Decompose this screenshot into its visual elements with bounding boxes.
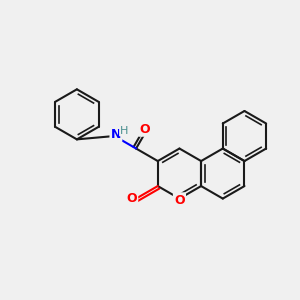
Text: O: O [126, 192, 137, 205]
Text: O: O [139, 122, 150, 136]
Text: N: N [111, 128, 121, 141]
Text: H: H [120, 126, 128, 136]
Text: O: O [174, 194, 185, 207]
